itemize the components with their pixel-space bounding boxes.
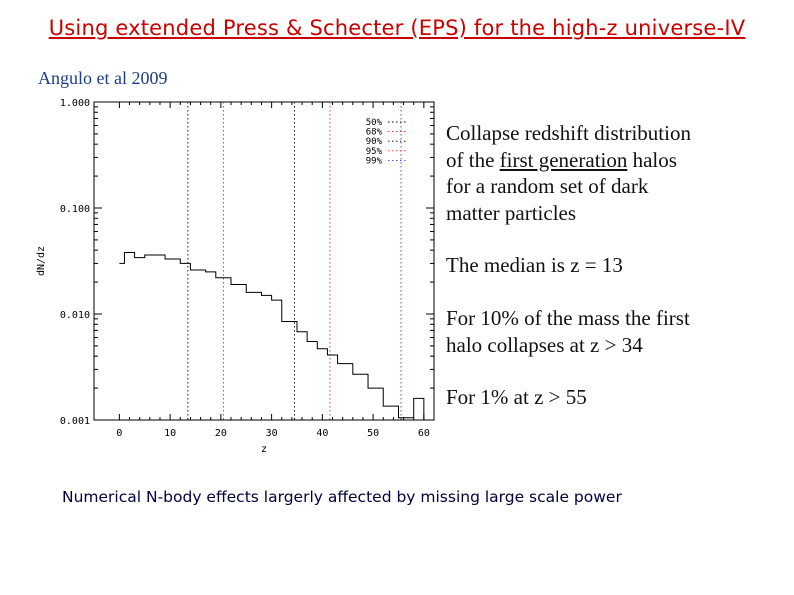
underlined-phrase: first generation bbox=[499, 147, 628, 172]
legend-label: 90% bbox=[366, 137, 383, 147]
side-paragraph-4: For 1% at z > 55 bbox=[446, 385, 587, 409]
y-axis-label: dN/dz bbox=[36, 246, 47, 276]
plot-frame bbox=[93, 101, 435, 421]
x-tick-label: 10 bbox=[164, 428, 176, 439]
legend: 50%68%90%95%99% bbox=[366, 118, 406, 166]
x-axis-label: z bbox=[261, 444, 267, 455]
legend-label: 95% bbox=[366, 147, 383, 157]
side-text-line: Collapse redshift distribution bbox=[446, 121, 691, 145]
x-tick-label: 40 bbox=[316, 428, 328, 439]
side-text-line: halo collapses at z > 34 bbox=[446, 332, 643, 357]
side-text-span: of the bbox=[446, 147, 500, 172]
slide-title: Using extended Press & Schecter (EPS) fo… bbox=[48, 16, 746, 40]
side-text-line: matter particles bbox=[446, 200, 577, 225]
x-tick-label: 30 bbox=[266, 428, 278, 439]
legend-label: 68% bbox=[366, 128, 383, 138]
series-line bbox=[119, 252, 425, 420]
legend-label: 50% bbox=[366, 118, 383, 128]
side-paragraph-3: For 10% of the mass the first halo colla… bbox=[446, 305, 746, 358]
y-tick-label: 0.001 bbox=[60, 416, 90, 427]
y-tick-label: 0.010 bbox=[60, 310, 90, 321]
side-text-line: of the first generation halos bbox=[446, 147, 746, 174]
x-tick-label: 60 bbox=[418, 428, 430, 439]
x-tick-label: 20 bbox=[215, 428, 227, 439]
y-tick-label: 1.000 bbox=[60, 98, 90, 109]
side-text-span: halos bbox=[627, 147, 677, 172]
x-tick-label: 50 bbox=[367, 428, 379, 439]
side-text-line: for a random set of dark bbox=[446, 174, 649, 198]
x-tick-label: 0 bbox=[116, 428, 122, 439]
side-paragraph-1: Collapse redshift distribution of the fi… bbox=[446, 120, 746, 226]
redshift-distribution-chart: 0 10 20 30 40 50 60 0.001 0.010 0.100 1.000 50%68%… bbox=[36, 98, 435, 455]
y-tick-label: 0.100 bbox=[60, 204, 90, 215]
side-text-line: For 10% of the mass the first bbox=[446, 306, 690, 330]
footer-note: Numerical N-body effects largerly affect… bbox=[62, 488, 622, 506]
citation: Angulo et al 2009 bbox=[38, 68, 168, 88]
side-paragraph-2: The median is z = 13 bbox=[446, 253, 623, 277]
legend-label: 99% bbox=[366, 156, 383, 166]
